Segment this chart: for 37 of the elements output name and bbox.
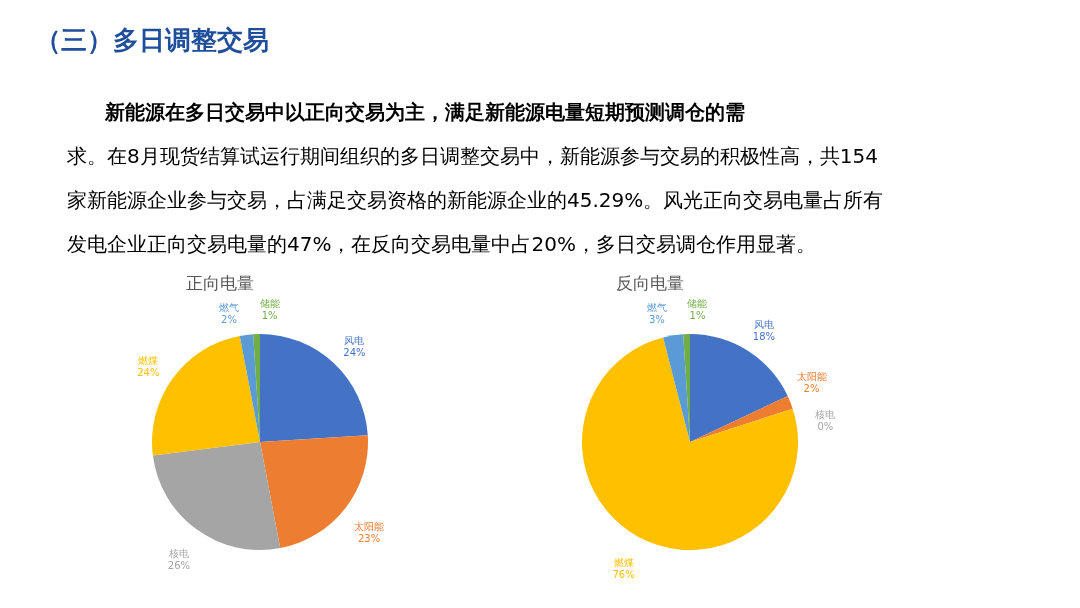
data-label: 23% bbox=[357, 532, 381, 544]
pie-slice bbox=[690, 334, 788, 442]
text: 0% bbox=[817, 420, 834, 432]
slice-label: 燃气 bbox=[218, 301, 239, 313]
text: 新能源在多日交易中以正向交易为主，满足新能源电量短期预测调仓的需 bbox=[104, 100, 745, 124]
data-label: 2% bbox=[221, 313, 237, 325]
slice-label: 太阳能 bbox=[796, 370, 827, 382]
data-label: 26% bbox=[167, 559, 190, 571]
slice-label: 燃煤 bbox=[138, 354, 159, 366]
category-label: 核电 bbox=[815, 408, 836, 420]
slice-label: 太阳能 bbox=[354, 520, 385, 532]
slice-label: 核电 bbox=[167, 547, 189, 559]
slice-label: 储能 bbox=[687, 298, 708, 310]
text: 发电企业正向交易电量的47%，在反向交易电量中占20%，多日交易调仓作用显著。 bbox=[67, 232, 816, 256]
text: （三）多日调整交易 bbox=[35, 25, 269, 55]
data-label: 76% bbox=[612, 568, 635, 580]
chart-title: 正向电量 bbox=[186, 273, 254, 293]
pie-slice bbox=[152, 442, 281, 550]
data-label: 3% bbox=[648, 314, 665, 326]
pie-slice bbox=[260, 334, 368, 442]
slice-label: 风电 bbox=[344, 335, 365, 347]
slice-label: 燃气 bbox=[646, 302, 667, 314]
text: 家新能源企业参与交易，占满足交易资格的新能源企业的45.29%。风光正向交易电量占所有 bbox=[67, 188, 884, 212]
pie-slice bbox=[663, 334, 690, 442]
data-label: 24% bbox=[343, 347, 366, 359]
data-label: 1% bbox=[261, 310, 278, 322]
data-label: 1% bbox=[689, 310, 706, 322]
text: 求。在8月现货结算试运行期间组织的多日调整交易中，新能源参与交易的积极性高，共154 bbox=[67, 144, 878, 168]
pie-slice bbox=[690, 396, 793, 442]
data-label: 24% bbox=[137, 366, 160, 378]
chart-title: 反向电量 bbox=[616, 273, 684, 293]
data-label: 18% bbox=[752, 331, 776, 343]
data-label: 2% bbox=[803, 382, 820, 394]
pie-slice bbox=[239, 334, 260, 442]
slice-label: 储能 bbox=[259, 298, 280, 310]
slice-label: 燃煤 bbox=[613, 556, 634, 568]
slice-label: 风电 bbox=[753, 319, 774, 331]
